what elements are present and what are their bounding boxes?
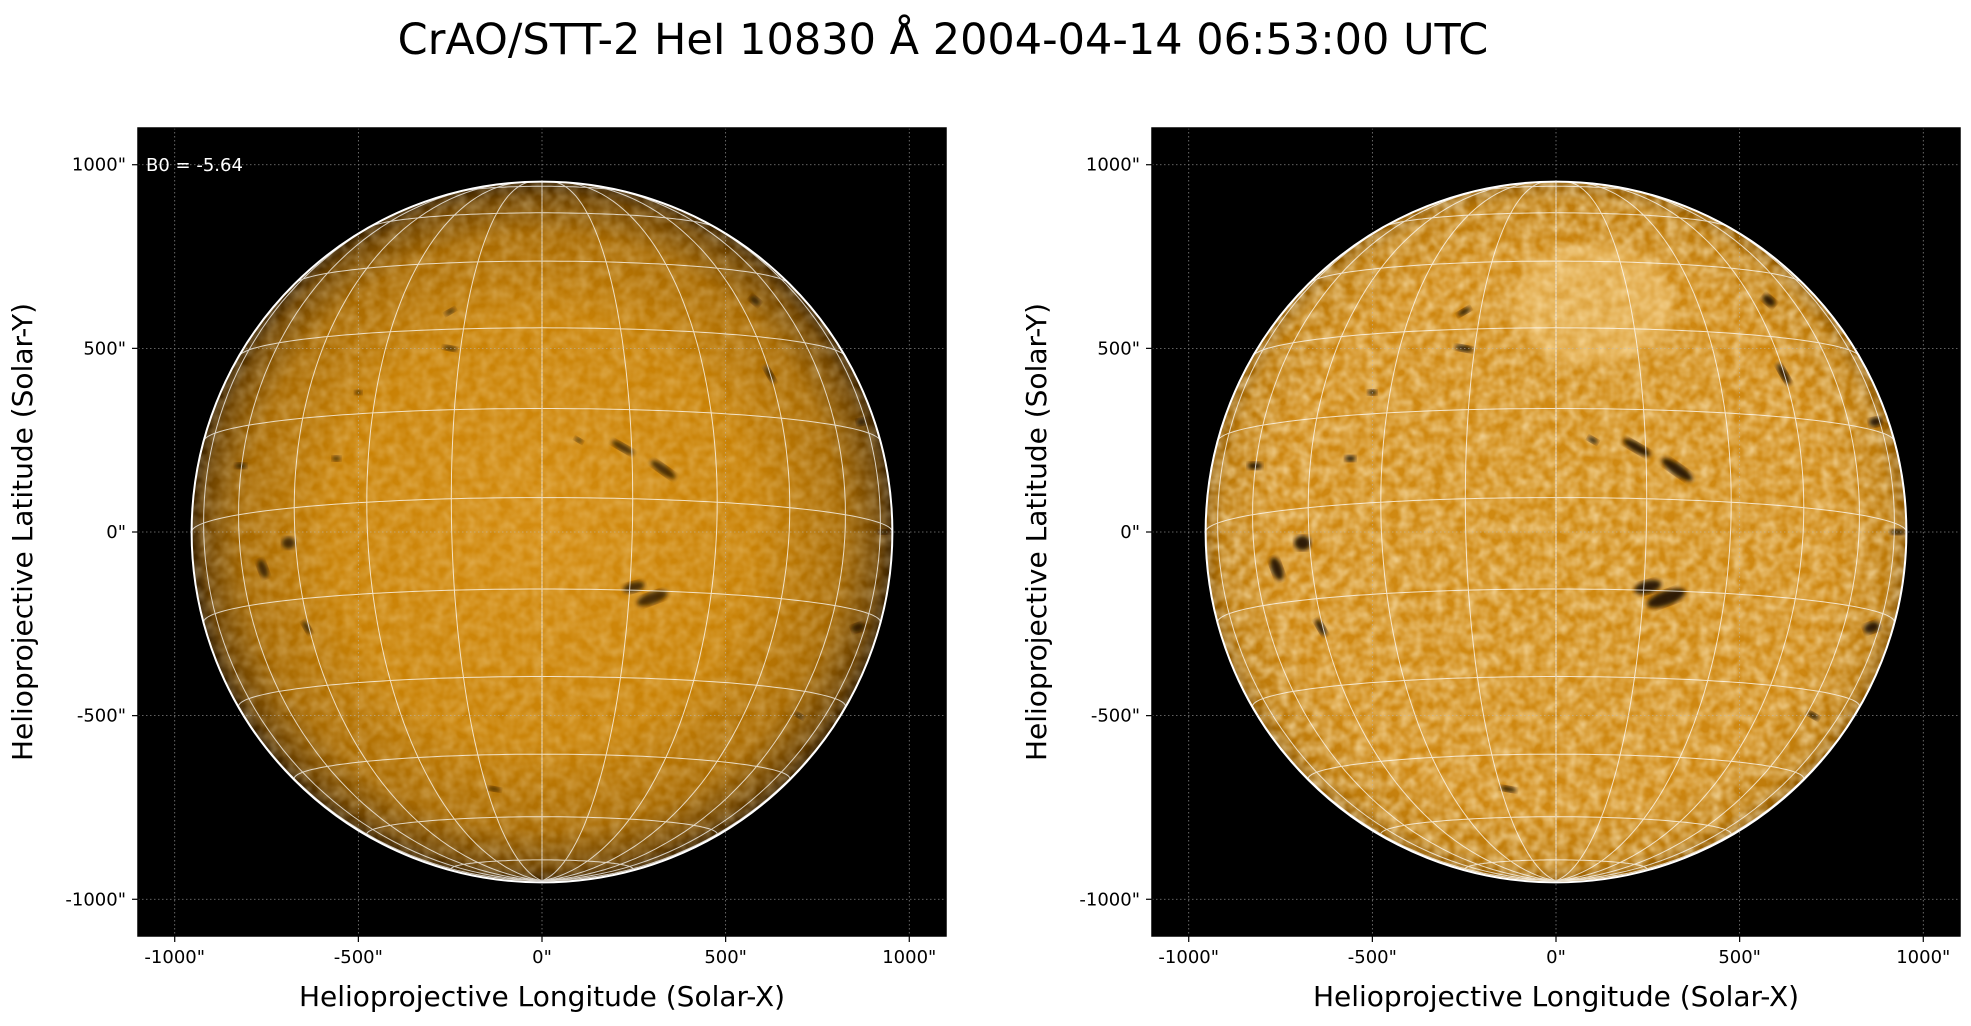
y-axis-label: Helioprojective Latitude (Solar-Y) bbox=[1020, 303, 1053, 761]
y-axis-label: Helioprojective Latitude (Solar-Y) bbox=[6, 303, 39, 761]
x-tick-label: 500" bbox=[1718, 947, 1761, 968]
y-tick-label: -1000" bbox=[65, 889, 126, 910]
x-tick-label: 0" bbox=[1546, 947, 1566, 968]
panel-left: -1000" -500" 0" 500" 1000" 1000" 500" 0" -500" -1… bbox=[6, 127, 947, 1013]
y-tick-label: 0" bbox=[106, 522, 126, 543]
x-tick-label: -1000" bbox=[1158, 947, 1219, 968]
x-tick-label: -500" bbox=[1348, 947, 1397, 968]
coordinate-gridlines bbox=[1152, 128, 1960, 936]
x-tick-label: 0" bbox=[532, 947, 552, 968]
x-tick-label: -500" bbox=[334, 947, 383, 968]
y-tick-label: -1000" bbox=[1079, 889, 1140, 910]
solar-limb-outline bbox=[1204, 180, 1908, 884]
y-tick-label: 0" bbox=[1120, 522, 1140, 543]
x-tick-label: 500" bbox=[704, 947, 747, 968]
heliographic-grid bbox=[1205, 181, 1907, 882]
b0-annotation: B0 = -5.64 bbox=[146, 155, 243, 176]
y-tick-label: -500" bbox=[77, 706, 126, 727]
figure-title: CrAO/STT-2 HeI 10830 Å 2004-04-14 06:53:… bbox=[397, 15, 1489, 65]
x-axis-label: Helioprojective Longitude (Solar-X) bbox=[299, 980, 785, 1013]
x-tick-label: -1000" bbox=[144, 947, 205, 968]
y-tick-label: 1000" bbox=[72, 155, 126, 176]
x-axis-label: Helioprojective Longitude (Solar-X) bbox=[1313, 980, 1799, 1013]
y-tick-label: 500" bbox=[1097, 338, 1140, 359]
solar-limb-outline bbox=[190, 180, 894, 884]
x-tick-label: 1000" bbox=[882, 947, 936, 968]
y-tick-label: 1000" bbox=[1086, 155, 1140, 176]
y-tick-label: -500" bbox=[1091, 706, 1140, 727]
panel-right: -1000" -500" 0" 500" 1000" 1000" 500" 0" -500" -1… bbox=[1020, 127, 1961, 1013]
y-tick-label: 500" bbox=[83, 338, 126, 359]
coordinate-gridlines bbox=[138, 128, 946, 936]
x-tick-label: 1000" bbox=[1896, 947, 1950, 968]
